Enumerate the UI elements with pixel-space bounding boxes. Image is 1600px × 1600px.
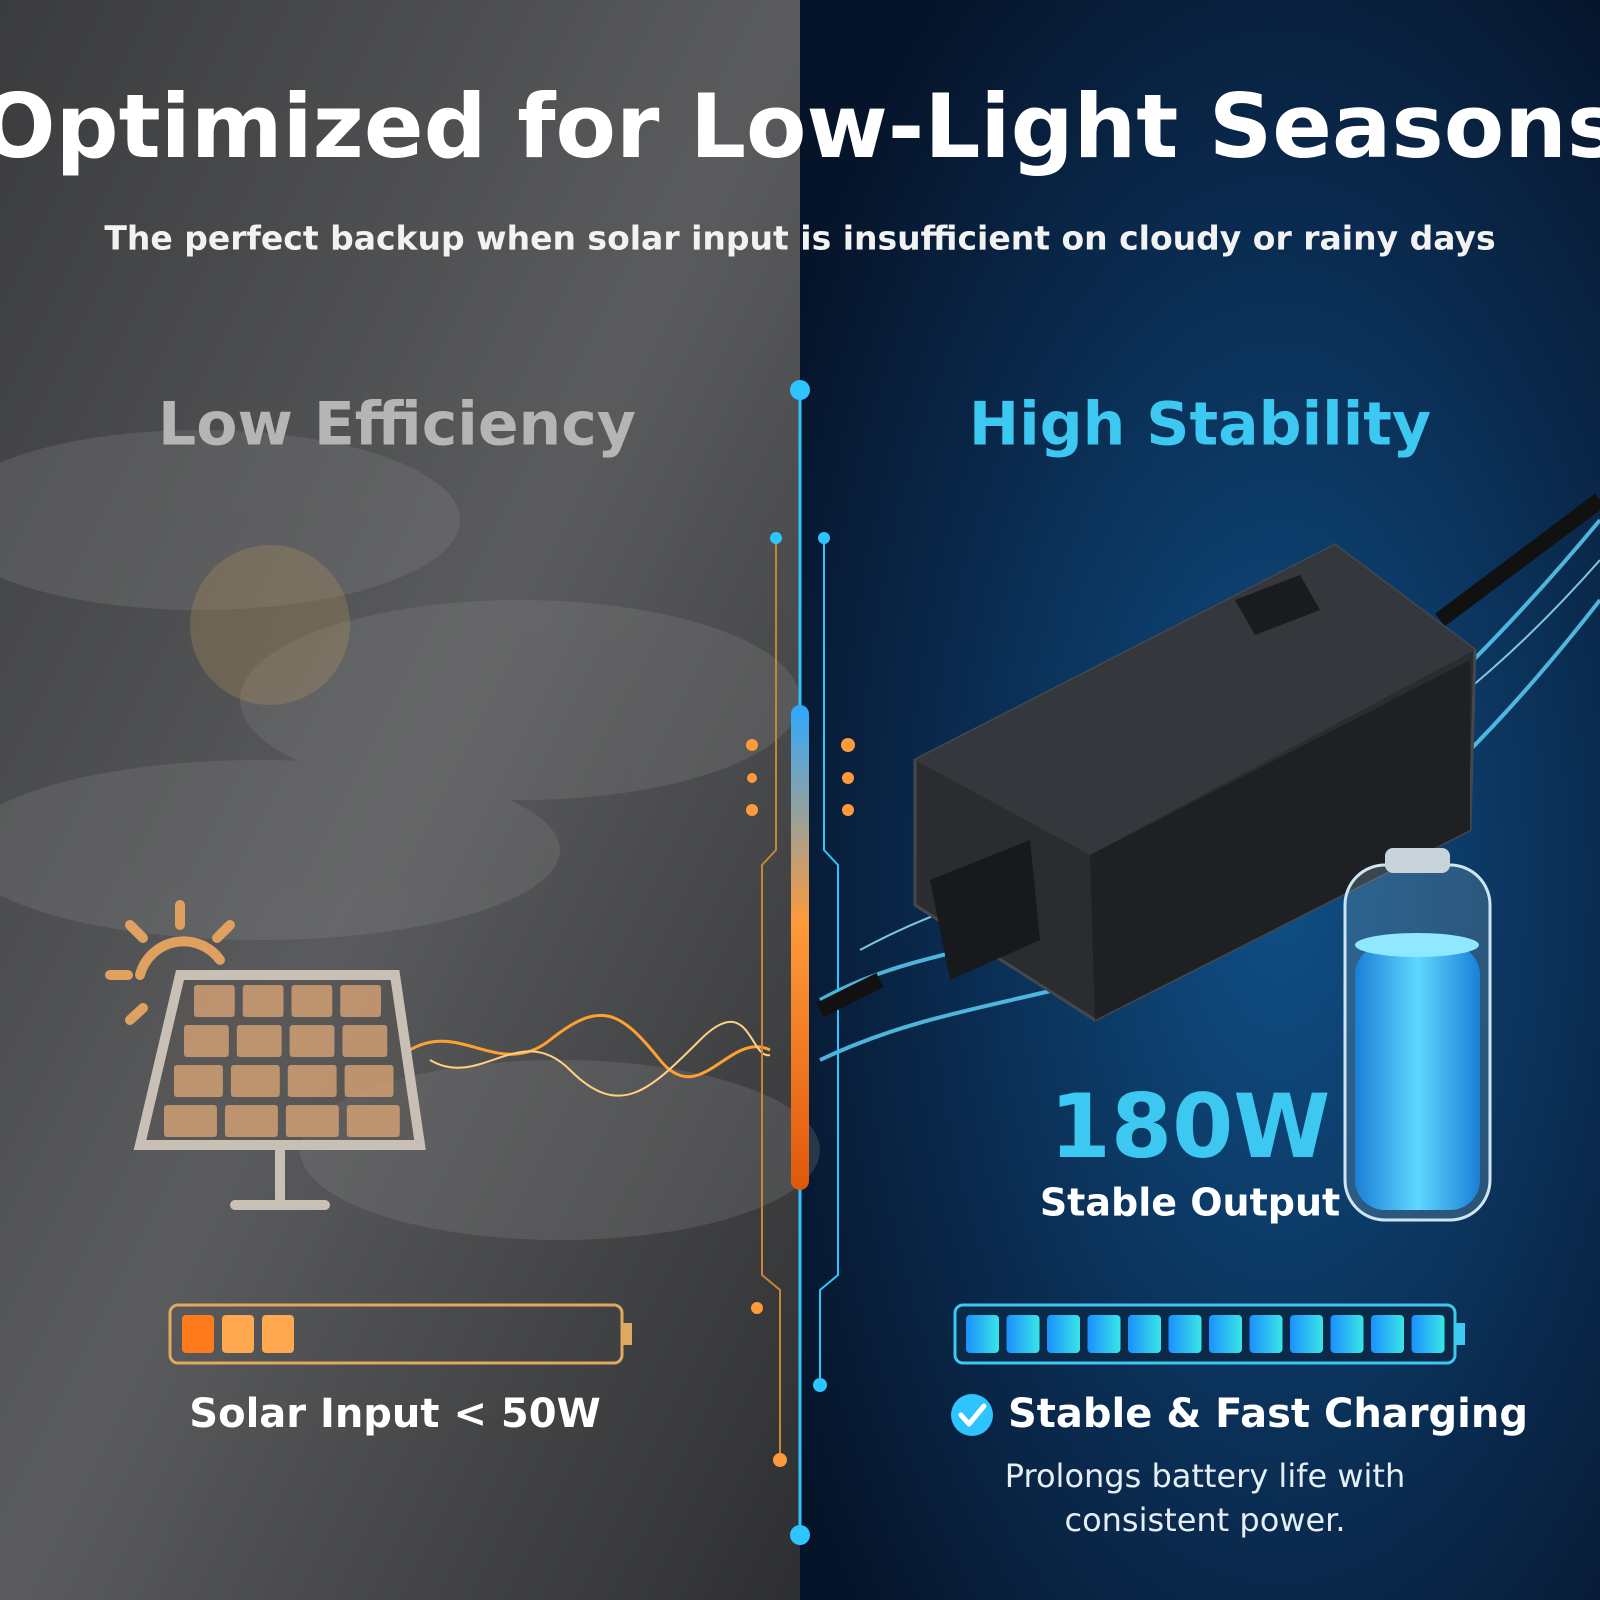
left-heading: Low Efficiency: [158, 390, 636, 460]
solar-cell: [285, 1105, 339, 1137]
battery-segment: [1128, 1315, 1161, 1353]
solar-cell: [224, 1105, 278, 1137]
solar-cell: [194, 985, 235, 1017]
battery-segment: [222, 1315, 254, 1353]
battery-segment: [966, 1315, 999, 1353]
battery-segment: [1330, 1315, 1364, 1353]
solar-cell: [230, 1065, 280, 1097]
subtitle: The perfect backup when solar input is i…: [104, 219, 1495, 258]
left-battery-tip: [622, 1323, 632, 1345]
power-value: 180W: [1050, 1075, 1331, 1178]
left-background: [0, 0, 800, 1600]
solar-cell: [236, 1025, 282, 1057]
left-battery-segments: [182, 1315, 294, 1353]
battery-segment: [1209, 1315, 1242, 1353]
solar-cell: [346, 1105, 400, 1137]
battery-segment: [1290, 1315, 1323, 1353]
title: Optimized for Low-Light Seasons: [0, 75, 1600, 178]
right-heading: High Stability: [969, 390, 1431, 460]
battery-segment: [1411, 1315, 1445, 1353]
battery-segment: [1006, 1315, 1040, 1353]
solar-cell: [174, 1065, 223, 1097]
battery-segment: [1168, 1315, 1202, 1353]
power-caption: Stable Output: [1040, 1181, 1340, 1225]
description-line: consistent power.: [1064, 1501, 1345, 1539]
divider: [746, 380, 855, 1545]
solar-cell: [287, 1065, 337, 1097]
solar-panel-icon: [105, 900, 426, 1210]
right-battery-segments: [966, 1315, 1445, 1353]
battery-segment: [182, 1315, 214, 1353]
feature-label: Stable & Fast Charging: [1008, 1391, 1528, 1437]
solar-cell: [184, 1025, 229, 1057]
power-adapter: [816, 493, 1600, 1022]
battery-segment: [262, 1315, 294, 1353]
battery-segment: [1371, 1315, 1404, 1353]
solar-cell: [289, 1025, 335, 1057]
left-label: Solar Input < 50W: [189, 1391, 600, 1437]
solar-cell: [340, 985, 381, 1017]
solar-cells: [164, 985, 400, 1137]
right-battery-tip: [1455, 1323, 1465, 1345]
solar-cell: [242, 985, 284, 1017]
battery-segment: [1087, 1315, 1121, 1353]
description-line: Prolongs battery life with: [1005, 1457, 1405, 1495]
battery-segment: [1047, 1315, 1080, 1353]
clouds: [0, 430, 820, 1240]
weak-spark: [409, 1013, 771, 1097]
solar-cell: [291, 985, 333, 1017]
solar-cell: [164, 1105, 217, 1137]
battery-segment: [1249, 1315, 1283, 1353]
solar-cell: [344, 1065, 394, 1097]
check-icon: [951, 1394, 993, 1436]
battery-icon: [1343, 848, 1492, 1222]
solar-cell: [342, 1025, 388, 1057]
hidden-sun: [190, 545, 350, 705]
